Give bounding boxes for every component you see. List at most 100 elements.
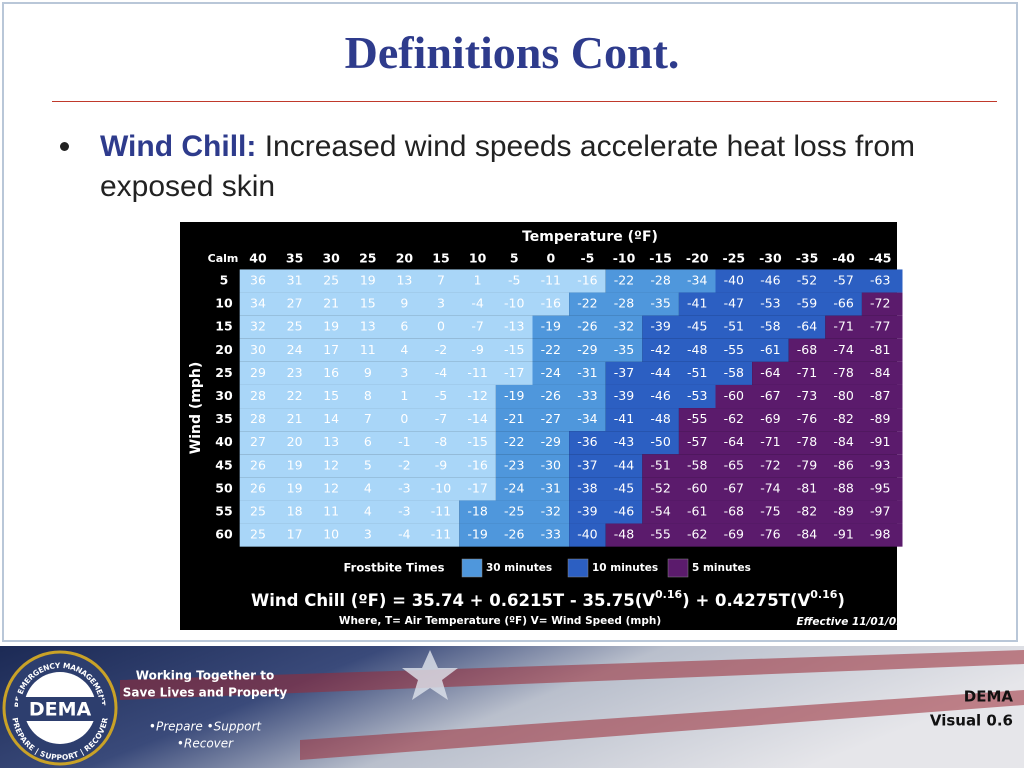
temperature-label: -40	[832, 251, 855, 266]
temperature-label: 25	[359, 251, 376, 266]
wind-chill-value: 18	[287, 504, 303, 519]
formula-part: Wind Chill (ºF) = 35.74 + 0.6215T - 35.7…	[251, 591, 655, 610]
frostbite-zone	[532, 315, 643, 339]
frostbite-zone	[532, 361, 606, 385]
wind-chill-value: -52	[650, 480, 670, 495]
wind-chill-value: -71	[760, 434, 780, 449]
wind-chill-value: -3	[398, 480, 410, 495]
wind-chill-value: -28	[650, 273, 670, 288]
wind-chill-value: -12	[467, 388, 487, 403]
wind-chill-value: -87	[870, 388, 890, 403]
wind-chill-value: -40	[577, 527, 597, 542]
temperature-label: 15	[432, 251, 449, 266]
bullet-term: Wind Chill:	[100, 130, 257, 163]
wind-chill-value: -17	[504, 365, 524, 380]
formula-part: ) + 0.4275T(V	[682, 591, 810, 610]
wind-chill-value: -13	[504, 319, 524, 334]
wind-chill-value: -41	[614, 411, 634, 426]
frostbite-zone	[532, 338, 643, 362]
wind-chill-value: 25	[287, 319, 303, 334]
wind-chill-value: 17	[323, 342, 339, 357]
wind-chill-value: -73	[797, 388, 817, 403]
wind-chill-value: -91	[833, 527, 853, 542]
temperature-label: 40	[249, 251, 267, 266]
corner-label: Calm	[208, 252, 239, 265]
wind-chill-value: 10	[323, 527, 339, 542]
wind-chill-value: -64	[797, 319, 817, 334]
wind-chill-value: 29	[250, 365, 266, 380]
bullet-body: Increased wind speeds accelerate heat lo…	[100, 130, 916, 203]
wind-chill-value: 3	[400, 365, 408, 380]
frostbite-zone	[642, 338, 789, 362]
temperature-label: 20	[396, 251, 414, 266]
wind-chill-value: -39	[577, 504, 597, 519]
wind-label: 10	[215, 296, 233, 311]
frostbite-zone	[569, 431, 679, 455]
wind-chill-value: -10	[431, 480, 451, 495]
wind-chill-value: -5	[508, 273, 520, 288]
legend-title: Frostbite Times	[344, 561, 445, 575]
footer-right: Visual 0.6	[930, 712, 1013, 730]
wind-label: 35	[215, 411, 232, 426]
frostbite-zone	[678, 292, 862, 316]
wind-chill-value: -26	[504, 527, 524, 542]
wind-chill-value: -58	[724, 365, 744, 380]
wind-chill-value: -29	[577, 342, 597, 357]
wind-chill-value: 32	[250, 319, 266, 334]
wind-chill-value: -17	[467, 480, 487, 495]
frostbite-zone	[678, 408, 903, 432]
wind-chill-value: -52	[797, 273, 817, 288]
frostbite-zone	[239, 477, 496, 501]
frostbite-zone	[569, 454, 643, 478]
wind-chill-value: 22	[287, 388, 303, 403]
wind-chill-value: 13	[396, 273, 412, 288]
wind-chill-value: -31	[577, 365, 597, 380]
wind-chill-value: -35	[650, 296, 670, 311]
wind-chill-value: -51	[724, 319, 744, 334]
wind-chill-value: -75	[760, 504, 780, 519]
wind-chill-value: 14	[323, 411, 339, 426]
wind-chill-value: -51	[650, 457, 670, 472]
logo-band	[18, 697, 102, 721]
wind-chill-value: 17	[287, 527, 303, 542]
wind-chill-value: 21	[323, 296, 339, 311]
formula-where: Where, T= Air Temperature (ºF) V= Wind S…	[339, 615, 661, 627]
temperature-label: 0	[546, 251, 555, 266]
wind-chill-value: -72	[870, 296, 890, 311]
wind-chill-value: -60	[687, 480, 707, 495]
wind-chill-value: -5	[435, 388, 447, 403]
wind-chill-value: 25	[323, 273, 339, 288]
wind-chill-value: -11	[467, 365, 487, 380]
temperature-label: 10	[469, 251, 487, 266]
frostbite-zone	[459, 523, 570, 547]
wind-chill-value: 8	[364, 388, 372, 403]
wind-chill-value: -18	[467, 504, 487, 519]
frostbite-zone	[861, 292, 903, 316]
wind-chill-value: -60	[724, 388, 744, 403]
wind-chill-value: -15	[467, 434, 487, 449]
wind-chill-value: -69	[724, 527, 744, 542]
frostbite-zone	[239, 523, 460, 547]
temperature-label: -35	[796, 251, 819, 266]
wind-chill-value: -84	[833, 434, 853, 449]
wind-chill-value: -19	[467, 527, 487, 542]
wind-chill-value: -16	[541, 296, 561, 311]
wind-chill-value: 27	[250, 434, 266, 449]
slide-frame	[2, 2, 1018, 642]
wind-chill-value: -7	[435, 411, 447, 426]
wind-chill-value: -2	[398, 457, 410, 472]
frostbite-zone	[569, 292, 679, 316]
wind-chill-value: -3	[398, 504, 410, 519]
wind-chill-value: -55	[650, 527, 670, 542]
wind-chill-value: 12	[323, 457, 339, 472]
temperature-label: -20	[686, 251, 709, 266]
frostbite-zone	[605, 523, 903, 547]
wind-chill-value: 4	[364, 504, 372, 519]
wind-chill-value: -46	[760, 273, 780, 288]
wind-chill-value: -71	[833, 319, 853, 334]
wind-label: 60	[215, 527, 233, 542]
wind-chill-value: -16	[467, 457, 487, 472]
wind-chill-value: -95	[870, 480, 890, 495]
wind-chill-value: 7	[364, 411, 372, 426]
wind-label: 15	[215, 319, 232, 334]
